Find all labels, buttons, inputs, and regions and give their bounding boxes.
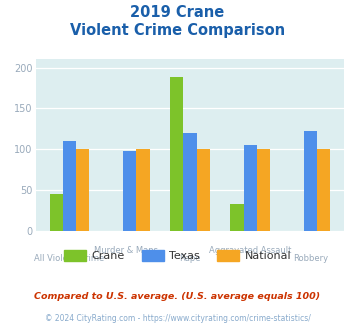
- Bar: [136, 149, 149, 231]
- Text: © 2024 CityRating.com - https://www.cityrating.com/crime-statistics/: © 2024 CityRating.com - https://www.city…: [45, 314, 310, 323]
- Bar: [123, 151, 136, 231]
- Bar: [257, 149, 270, 231]
- Bar: [317, 149, 330, 231]
- Bar: [244, 145, 257, 231]
- Legend: Crane, Texas, National: Crane, Texas, National: [59, 246, 296, 266]
- Bar: [197, 149, 210, 231]
- Text: Murder & Mans...: Murder & Mans...: [94, 246, 166, 255]
- Bar: [304, 131, 317, 231]
- Text: Robbery: Robbery: [293, 254, 328, 263]
- Text: Compared to U.S. average. (U.S. average equals 100): Compared to U.S. average. (U.S. average …: [34, 292, 321, 301]
- Text: Violent Crime Comparison: Violent Crime Comparison: [70, 23, 285, 38]
- Bar: [183, 133, 197, 231]
- Bar: [63, 141, 76, 231]
- Text: All Violent Crime: All Violent Crime: [34, 254, 104, 263]
- Bar: [170, 77, 183, 231]
- Text: 2019 Crane: 2019 Crane: [130, 5, 225, 20]
- Bar: [50, 194, 63, 231]
- Text: Rape: Rape: [179, 254, 201, 263]
- Bar: [230, 204, 244, 231]
- Text: Aggravated Assault: Aggravated Assault: [209, 246, 291, 255]
- Bar: [76, 149, 89, 231]
